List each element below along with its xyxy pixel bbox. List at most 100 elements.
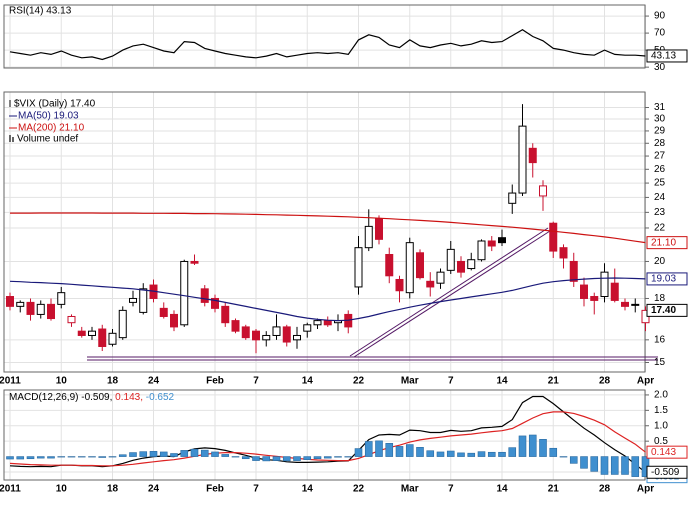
candle-body <box>252 330 260 341</box>
candle-body <box>539 185 547 197</box>
histogram-bar <box>200 449 209 457</box>
histogram-bar <box>272 456 281 461</box>
histogram-bar <box>354 448 363 457</box>
x-tick-label: 2011 <box>0 484 21 495</box>
legend-title: $VIX (Daily) 17.40 <box>14 99 96 110</box>
x-tick-label: Mar <box>401 376 419 387</box>
histogram-bar <box>149 451 158 457</box>
x-tick-label: 14 <box>496 484 508 495</box>
histogram-bar <box>364 441 373 457</box>
y-tick-label: 24 <box>654 192 666 203</box>
histogram-bar <box>621 456 629 475</box>
x-tick-label: 21 <box>548 484 560 495</box>
macd-panel <box>3 389 646 481</box>
candle-body <box>498 237 506 244</box>
candle-body <box>262 334 271 341</box>
y-tick-label: 1.0 <box>654 420 668 431</box>
last-value-box <box>646 272 688 286</box>
rsi-legend: RSI(14) 43.13 <box>9 6 72 17</box>
x-tick-label: Feb <box>206 376 224 387</box>
histogram-bar <box>313 456 322 460</box>
histogram-bar <box>436 451 445 457</box>
last-value-label: 0.143 <box>651 447 676 458</box>
histogram-bar <box>610 456 619 475</box>
x-tick-label: 10 <box>56 376 68 387</box>
candle-body <box>559 247 568 259</box>
histogram-bar <box>77 456 86 458</box>
histogram-bar <box>180 450 189 457</box>
candle-body <box>621 301 629 307</box>
y-tick-label: 25 <box>654 178 666 189</box>
candle-body <box>467 259 476 270</box>
x-tick-label: Mar <box>401 484 419 495</box>
candle-body <box>313 320 322 326</box>
candle-body <box>47 303 55 320</box>
x-tick-label: 18 <box>107 376 119 387</box>
candle-body <box>98 328 107 347</box>
grid-layer <box>4 5 646 480</box>
histogram-bar <box>580 456 588 469</box>
candle-body <box>108 332 117 345</box>
y-tick-label: 30 <box>654 114 666 125</box>
candle-body <box>221 305 230 324</box>
last-value-label: 43.13 <box>651 51 676 62</box>
candle-body <box>518 125 527 194</box>
histogram-bar <box>241 456 250 460</box>
candle-body <box>610 282 619 301</box>
histogram-bar <box>108 456 117 458</box>
last-value-label: 21.10 <box>651 237 676 248</box>
candle-body <box>549 222 558 252</box>
y-tick-label: 28 <box>654 138 666 149</box>
candle-body <box>364 225 373 249</box>
legend-entry: Volume undef <box>17 134 78 145</box>
y-tick-label: 26 <box>654 164 666 175</box>
histogram-bar <box>252 456 260 461</box>
histogram-bar <box>385 443 394 457</box>
last-value-box <box>646 465 688 479</box>
histogram-bar <box>508 447 517 457</box>
candle-body <box>600 271 609 298</box>
y-tick-label: 29 <box>654 126 666 137</box>
y-tick-label: 31 <box>654 102 666 113</box>
histogram-bar <box>26 456 35 460</box>
candle-body <box>354 247 363 288</box>
histogram-bar <box>375 440 383 457</box>
histogram-bar <box>211 451 219 457</box>
x-tick-label: 14 <box>302 484 314 495</box>
candle-body <box>36 303 45 315</box>
histogram-bar <box>539 439 547 457</box>
histogram-bar <box>559 456 568 458</box>
last-value-label: 19.03 <box>651 274 676 285</box>
trend-line <box>349 227 549 357</box>
candle-body <box>272 326 281 336</box>
histogram-bar <box>590 456 599 472</box>
candle-body <box>375 218 383 240</box>
histogram-bar <box>405 444 414 457</box>
histogram-bar <box>487 451 496 457</box>
x-tick-label: 24 <box>148 484 160 495</box>
candle-body <box>16 301 25 307</box>
histogram-bar <box>47 456 55 459</box>
y-tick-label: 70 <box>654 28 666 39</box>
histogram-bar <box>6 456 14 460</box>
x-tick-label: 24 <box>148 376 160 387</box>
x-tick-label: 14 <box>496 376 508 387</box>
histogram-bar <box>129 452 137 457</box>
candle-body <box>180 260 189 326</box>
x-tick-label: Apr <box>637 376 654 387</box>
candle-body <box>88 330 96 336</box>
marks: 3050709043.13151618202223242526272829303… <box>0 11 688 495</box>
legend-entry: MA(200) 21.10 <box>18 123 85 134</box>
last-value-box <box>646 49 688 63</box>
histogram-bar <box>16 456 25 460</box>
series-line <box>10 212 646 244</box>
candle-body <box>129 297 137 303</box>
candle-body <box>303 324 312 332</box>
candle-body <box>211 297 219 309</box>
histogram-bar <box>221 454 230 457</box>
x-tick-label: 7 <box>448 484 454 495</box>
last-value-box <box>646 236 688 250</box>
x-tick-label: 10 <box>56 484 68 495</box>
